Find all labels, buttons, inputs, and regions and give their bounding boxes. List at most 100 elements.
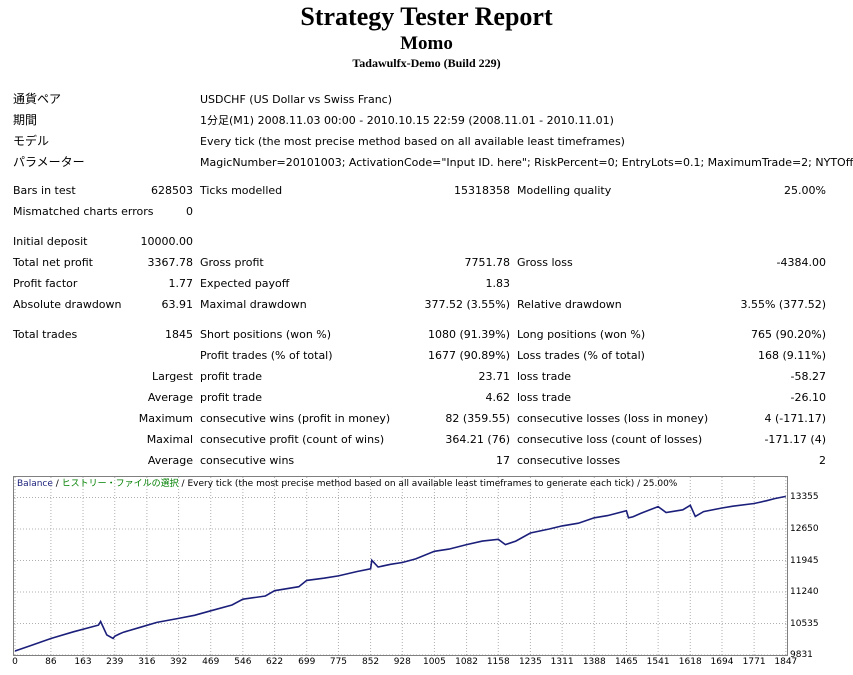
- gross-loss-label: Gross loss: [517, 256, 573, 269]
- deposit-value: 10000.00: [140, 235, 194, 248]
- relative-drawdown-value: 3.55% (377.52): [740, 298, 826, 311]
- largest-label: Largest: [152, 370, 193, 383]
- average-consecutive-wins-label: consecutive wins: [200, 454, 295, 467]
- x-tick-label: 1158: [486, 657, 510, 667]
- largest-profit-value: 23.71: [478, 370, 511, 383]
- relative-drawdown-label: Relative drawdown: [517, 298, 622, 311]
- x-tick-label: 699: [298, 657, 316, 667]
- ticks-value: 15318358: [454, 184, 510, 197]
- header-separator: /: [52, 479, 62, 489]
- maximal-label: Maximal: [146, 433, 193, 446]
- y-tick-label: 9831: [790, 650, 813, 660]
- x-tick-label: 1235: [518, 657, 542, 667]
- y-tick-label: 12650: [790, 523, 819, 534]
- largest-loss-label: loss trade: [517, 370, 572, 383]
- x-tick-label: 392: [170, 657, 188, 667]
- loss-trades-value: 168 (9.11%): [757, 349, 826, 362]
- expected-payoff-label: Expected payoff: [200, 277, 290, 290]
- y-tick-label: 11945: [790, 555, 819, 566]
- profit-factor-label: Profit factor: [13, 277, 78, 290]
- average-consecutive-losses-value: 2: [819, 454, 826, 467]
- deposit-label: Initial deposit: [13, 235, 88, 248]
- net-profit-label: Total net profit: [13, 256, 93, 269]
- maximal-consecutive-loss-value: -171.17 (4): [764, 433, 826, 446]
- long-positions-value: 765 (90.20%): [750, 328, 826, 341]
- period-label: 期間: [13, 113, 38, 127]
- x-tick-label: 0: [12, 657, 18, 667]
- x-tick-label: 1465: [614, 657, 638, 667]
- max-consecutive-wins-value: 82 (359.55): [445, 412, 510, 425]
- maximal-drawdown-value: 377.52 (3.55%): [424, 298, 510, 311]
- model-value: Every tick (the most precise method base…: [200, 135, 625, 148]
- profit-trades-value: 1677 (90.89%): [427, 349, 510, 362]
- balance-line: [14, 495, 786, 652]
- ea-name: Momo: [400, 33, 453, 54]
- period-value: 1分足(M1) 2008.11.03 00:00 - 2010.10.15 22…: [200, 114, 614, 127]
- balance-chart-plot: [14, 477, 787, 655]
- x-tick-label: 852: [361, 657, 380, 667]
- gross-profit-label: Gross profit: [200, 256, 264, 269]
- gross-profit-value: 7751.78: [464, 256, 511, 269]
- x-tick-label: 1388: [582, 657, 606, 667]
- average-consecutive-label: Average: [147, 454, 193, 467]
- max-consecutive-losses-value: 4 (-171.17): [764, 412, 826, 425]
- largest-loss-value: -58.27: [790, 370, 826, 383]
- maximal-consecutive-profit-value: 364.21 (76): [445, 433, 510, 446]
- average-profit-label: profit trade: [200, 391, 263, 404]
- absolute-drawdown-label: Absolute drawdown: [13, 298, 122, 311]
- x-tick-label: 928: [393, 657, 411, 667]
- profit-trades-label: Profit trades (% of total): [200, 349, 333, 362]
- symbol-value: USDCHF (US Dollar vs Swiss Franc): [200, 93, 393, 106]
- mismatch-label: Mismatched charts errors: [13, 205, 154, 218]
- header-description: / Every tick (the most precise method ba…: [178, 479, 678, 489]
- server-name: Tadawulfx-Demo (Build 229): [352, 56, 501, 70]
- x-tick-label: 1618: [678, 657, 702, 667]
- quality-value: 25.00%: [784, 184, 826, 197]
- model-label: モデル: [13, 134, 50, 148]
- x-tick-label: 316: [138, 657, 156, 667]
- y-tick-label: 10535: [790, 618, 819, 629]
- mismatch-value: 0: [186, 205, 193, 218]
- x-tick-label: 1771: [742, 657, 766, 667]
- quality-label: Modelling quality: [517, 184, 612, 197]
- x-tick-label: 1005: [422, 657, 446, 667]
- ticks-label: Ticks modelled: [200, 184, 283, 197]
- y-tick-label: 11240: [790, 587, 819, 598]
- chart-header: Balance / ヒストリー・ファイルの選択 / Every tick (th…: [17, 478, 677, 490]
- maximal-drawdown-label: Maximal drawdown: [200, 298, 307, 311]
- x-tick-label: 1082: [455, 657, 479, 667]
- total-trades-value: 1845: [165, 328, 193, 341]
- average-consecutive-wins-value: 17: [496, 454, 510, 467]
- maximum-label: Maximum: [138, 412, 193, 425]
- x-tick-label: 469: [202, 657, 220, 667]
- symbol-label: 通貨ペア: [13, 92, 62, 106]
- report-title: Strategy Tester Report: [300, 2, 553, 31]
- absolute-drawdown-value: 63.91: [161, 298, 194, 311]
- x-tick-label: 1311: [550, 657, 574, 667]
- average-consecutive-losses-label: consecutive losses: [517, 454, 621, 467]
- params-value: MagicNumber=20101003; ActivationCode="In…: [200, 156, 853, 169]
- balance-legend: Balance: [17, 479, 53, 489]
- average-loss-label: loss trade: [517, 391, 572, 404]
- max-consecutive-losses-label: consecutive losses (loss in money): [517, 412, 709, 425]
- x-tick-label: 1541: [646, 657, 670, 667]
- bars-value: 628503: [151, 184, 193, 197]
- x-tick-label: 546: [234, 657, 252, 667]
- x-tick-label: 239: [106, 657, 124, 667]
- y-tick-label: 13355: [790, 492, 819, 503]
- x-tick-label: 1694: [710, 657, 734, 667]
- x-tick-label: 86: [45, 657, 57, 667]
- x-tick-label: 1847: [774, 657, 798, 667]
- average-label: Average: [147, 391, 193, 404]
- maximal-consecutive-loss-label: consecutive loss (count of losses): [517, 433, 703, 446]
- largest-profit-label: profit trade: [200, 370, 263, 383]
- bars-label: Bars in test: [13, 184, 76, 197]
- loss-trades-label: Loss trades (% of total): [517, 349, 645, 362]
- total-trades-label: Total trades: [13, 328, 78, 341]
- maximal-consecutive-profit-label: consecutive profit (count of wins): [200, 433, 385, 446]
- long-positions-label: Long positions (won %): [517, 328, 646, 341]
- gross-loss-value: -4384.00: [776, 256, 826, 269]
- x-tick-label: 622: [265, 657, 284, 667]
- short-positions-value: 1080 (91.39%): [427, 328, 510, 341]
- balance-chart: [13, 476, 788, 656]
